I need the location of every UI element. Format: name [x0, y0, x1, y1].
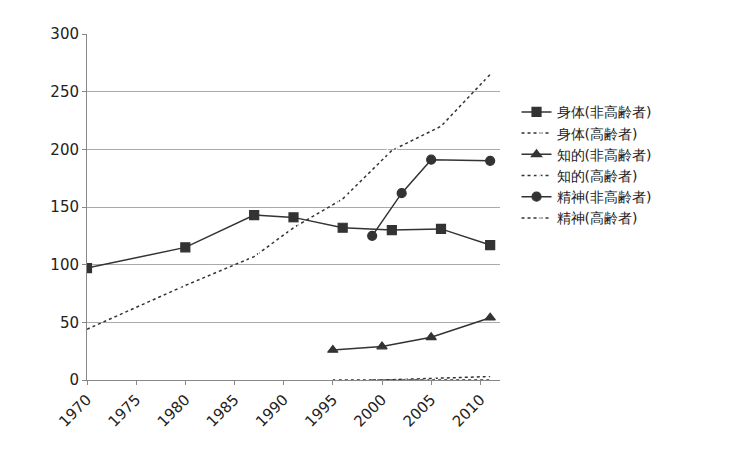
- svg-text:150: 150: [50, 198, 79, 216]
- svg-text:200: 200: [50, 141, 79, 159]
- svg-text:2000: 2000: [350, 391, 390, 431]
- svg-text:2005: 2005: [400, 391, 440, 431]
- svg-text:知的(非高齢者): 知的(非高齢者): [557, 147, 652, 163]
- svg-text:1980: 1980: [154, 391, 194, 431]
- svg-text:300: 300: [50, 25, 79, 43]
- svg-text:100: 100: [50, 256, 79, 274]
- svg-text:1990: 1990: [252, 391, 292, 431]
- svg-text:2010: 2010: [449, 391, 489, 431]
- svg-text:1995: 1995: [301, 391, 341, 431]
- svg-text:身体(非高齢者): 身体(非高齢者): [557, 104, 652, 120]
- svg-text:精神(高齢者): 精神(高齢者): [557, 210, 638, 226]
- svg-text:精神(非高齢者): 精神(非高齢者): [557, 189, 652, 205]
- svg-text:身体(高齢者): 身体(高齢者): [557, 126, 638, 142]
- svg-text:1975: 1975: [105, 391, 145, 431]
- svg-text:50: 50: [60, 314, 79, 332]
- svg-text:1970: 1970: [55, 391, 95, 431]
- svg-text:0: 0: [69, 371, 79, 389]
- svg-text:1985: 1985: [203, 391, 243, 431]
- svg-text:知的(高齢者): 知的(高齢者): [557, 168, 638, 184]
- svg-text:250: 250: [50, 83, 79, 101]
